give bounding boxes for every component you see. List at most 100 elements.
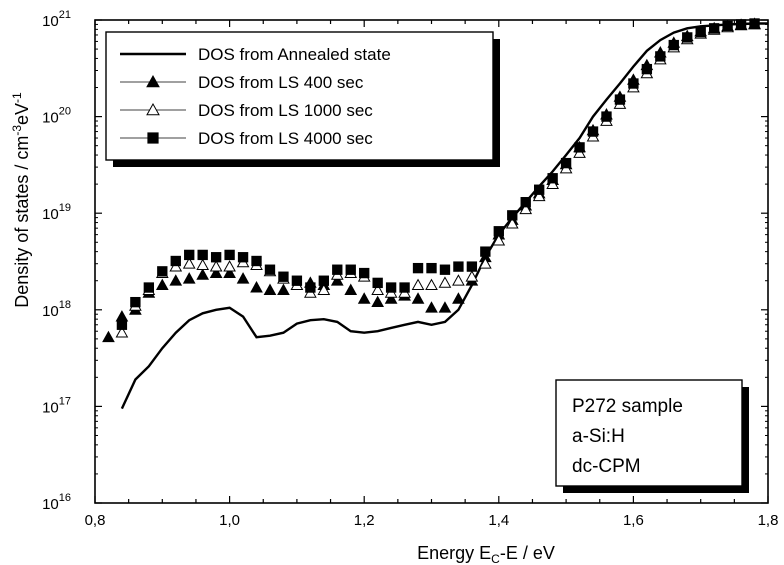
y-tick-label: 1019 [42,202,71,223]
data-point [453,261,464,272]
data-point [330,274,344,286]
data-point [411,292,425,304]
data-point [519,202,533,215]
x-axis-title-tail: -E / eV [500,543,555,563]
legend-entry-label: DOS from LS 4000 sec [198,129,373,148]
data-point [708,23,720,34]
y-tick-base: 10 [42,303,59,320]
y-tick-base: 10 [42,110,59,127]
data-point [438,276,452,288]
data-point [614,94,626,105]
info-box [555,379,743,487]
y-axis-title-sup2: -1 [10,92,24,103]
data-point [546,177,559,190]
data-point [371,283,385,295]
data-point [722,20,733,32]
data-point [478,257,492,269]
data-point [749,18,760,29]
sample-info-box: P272 sample a-Si:H dc-CPM [555,379,749,493]
y-tick-exponent: 19 [59,202,71,214]
data-point [412,262,424,274]
x-tick-label: 1,2 [354,512,375,529]
data-point [359,267,370,279]
y-tick-exponent: 16 [59,492,71,504]
data-point [384,292,398,304]
data-point [371,295,385,308]
x-axis-title-sub: C [491,552,500,565]
legend: DOS from Annealed state DOS from LS 400 s… [105,31,500,167]
y-tick-label: 1021 [42,9,71,30]
data-point [305,282,316,293]
series-4 [116,18,760,330]
y-axis-title-tail: eV [12,103,32,125]
data-point [385,282,397,293]
y-tick-label: 1020 [42,106,71,127]
y-tick-label: 1016 [42,492,71,513]
axis-ticks [94,19,769,504]
y-axis-title: Density of states / cm-3eV-1 [10,92,32,308]
data-point [480,246,491,257]
data-point [735,19,747,30]
info-line: a-Si:H [572,426,625,447]
data-point [277,283,290,295]
data-point [425,301,438,313]
info-line: P272 sample [572,396,683,417]
data-point [115,326,129,338]
y-tick-exponent: 18 [59,299,71,311]
x-tick-labels: 0,8 1,0 1,2 1,4 1,6 1,8 [85,512,779,529]
series-line [120,22,768,410]
y-tick-exponent: 20 [59,106,71,118]
data-point [237,252,249,263]
info-line: dc-CPM [572,456,641,477]
legend-swatch-marker [146,74,160,88]
legend-entry-label: DOS from Annealed state [198,45,391,64]
data-point [184,249,195,261]
y-axis-title-main: Density of states / cm [12,136,32,308]
data-point [426,262,437,274]
x-tick-label: 1,4 [488,512,509,529]
data-point [251,255,262,267]
y-tick-base: 10 [42,496,59,513]
data-point [196,258,210,271]
data-point [466,261,478,272]
data-point [182,257,196,269]
data-point [116,319,128,330]
series-layer [102,17,768,410]
data-point [332,264,343,275]
x-axis-title: Energy EC-E / eV [417,543,555,565]
data-point [182,272,196,284]
data-point [695,26,706,38]
data-point [157,266,168,277]
data-point [587,126,599,137]
y-tick-label: 1017 [42,395,71,416]
data-point [668,39,679,51]
data-point [357,292,371,304]
y-tick-base: 10 [42,399,59,416]
data-point [641,63,653,75]
data-point [399,282,410,293]
data-point [224,249,235,261]
x-tick-label: 0,8 [85,512,106,529]
data-point [682,32,693,43]
y-tick-base: 10 [42,13,59,30]
data-point [155,278,169,291]
data-point [143,282,155,293]
data-point [317,283,331,295]
data-point [170,255,181,267]
y-tick-exponent: 17 [59,395,71,407]
legend-swatch-marker [147,132,159,144]
data-point [574,142,585,153]
data-point [291,275,303,286]
data-point [223,266,236,278]
data-point [534,184,545,195]
data-point [452,292,465,304]
data-point [425,278,438,291]
data-point [209,260,223,272]
data-point [263,283,277,295]
data-point [493,226,504,237]
x-tick-label: 1,6 [623,512,644,529]
y-tick-label: 1018 [42,299,71,320]
data-point [547,173,558,184]
